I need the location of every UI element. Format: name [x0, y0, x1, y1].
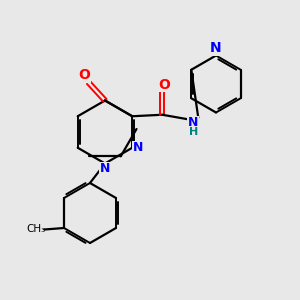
Text: N: N — [133, 141, 143, 154]
Text: N: N — [210, 41, 222, 55]
Text: N: N — [100, 162, 110, 176]
Text: O: O — [158, 78, 170, 92]
Text: O: O — [78, 68, 90, 82]
Text: H: H — [189, 127, 198, 137]
Text: N: N — [188, 116, 198, 129]
Text: CH₃: CH₃ — [26, 224, 46, 235]
